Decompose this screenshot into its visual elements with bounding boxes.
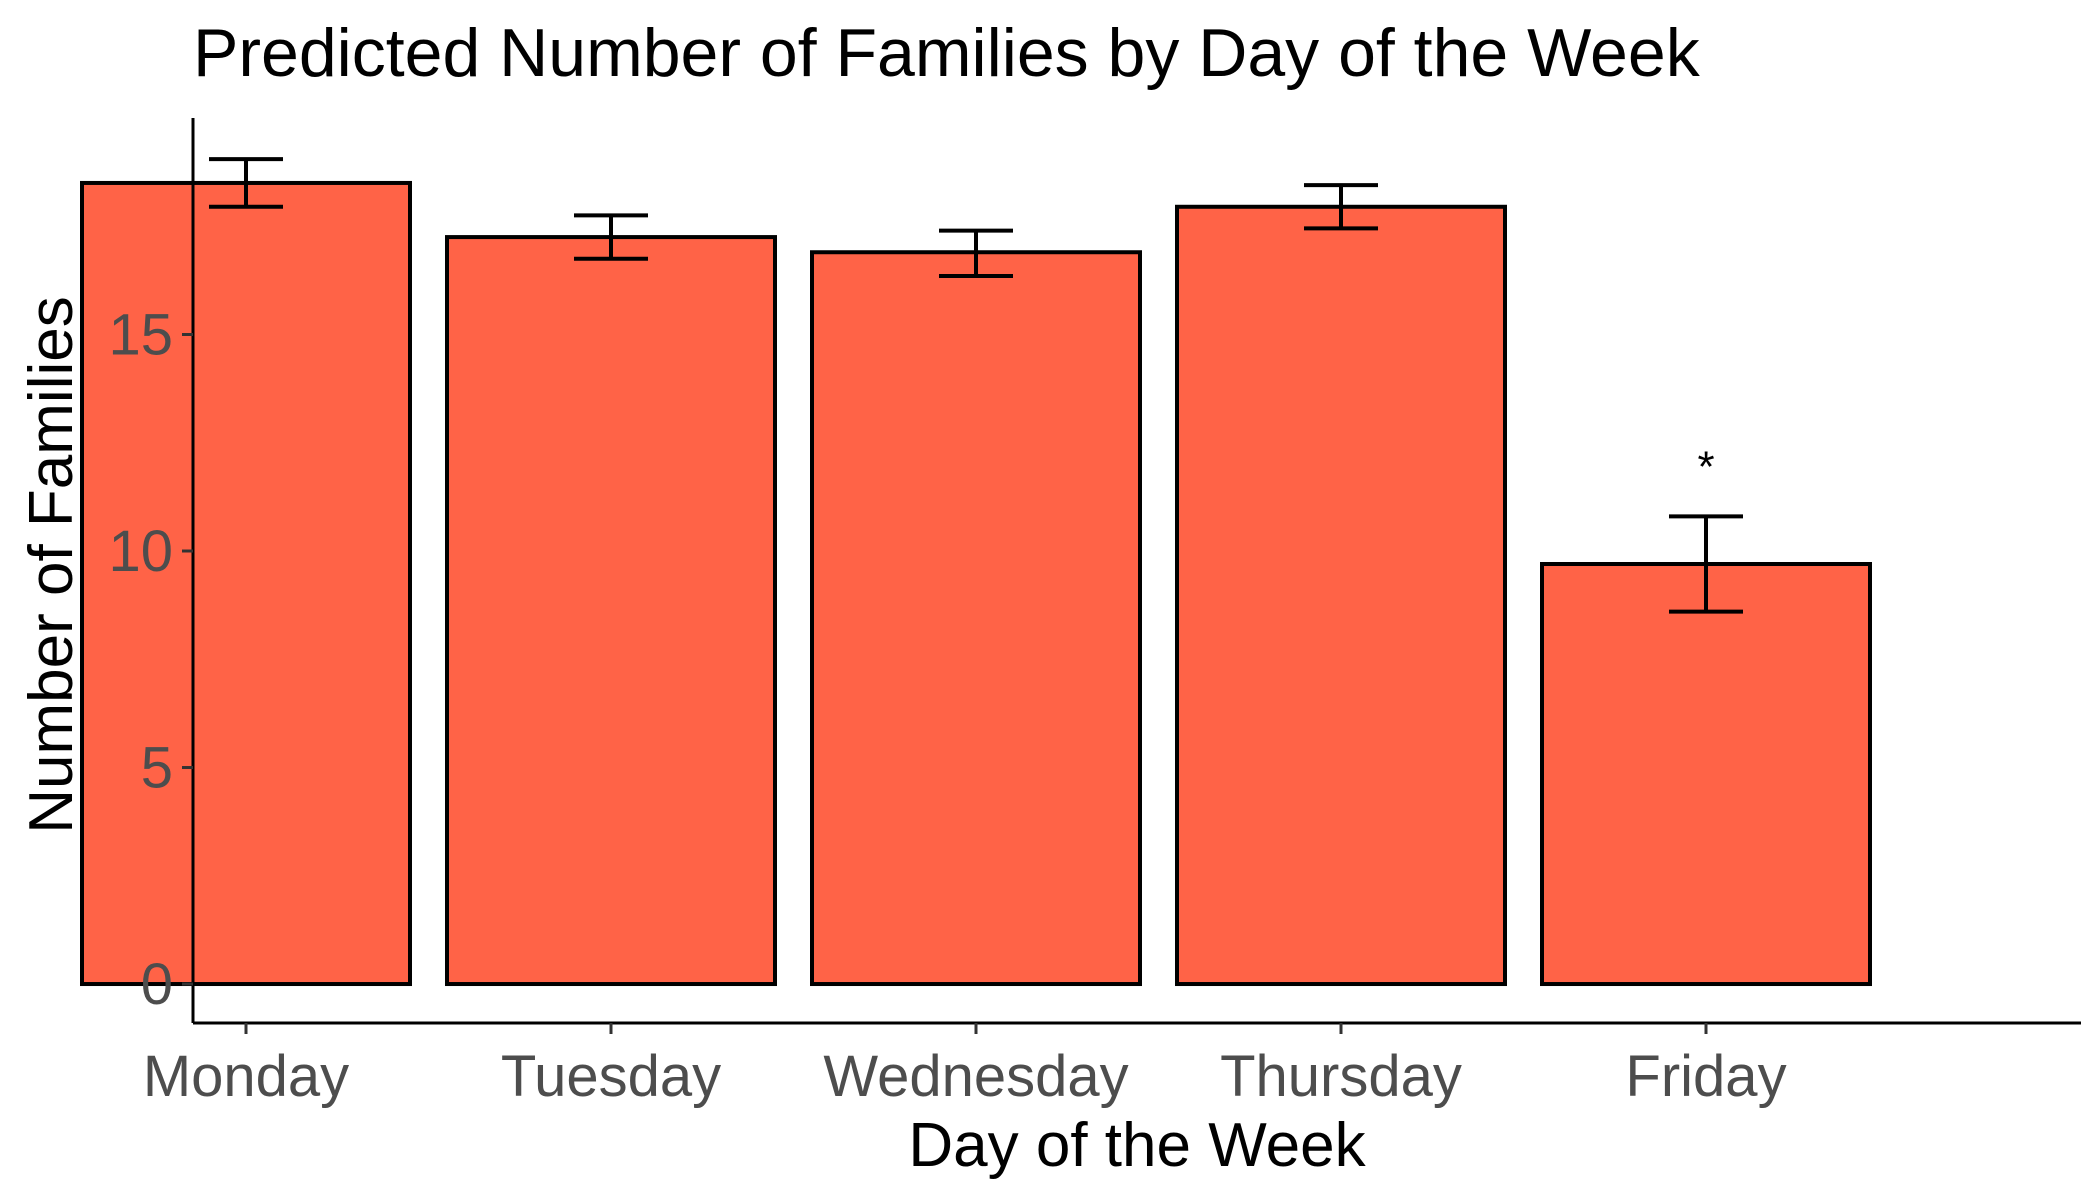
- y-tick-label: 10: [108, 519, 173, 584]
- x-tick-label: Tuesday: [501, 1044, 721, 1109]
- x-axis-title: Day of the Week: [908, 1111, 1366, 1180]
- y-tick-label: 15: [108, 303, 173, 368]
- annotations-group: *: [1697, 442, 1714, 491]
- y-tick-label: 5: [141, 736, 173, 801]
- bar-thursday: [1175, 204, 1507, 987]
- bars-group: [80, 180, 1872, 987]
- x-axis-ticks: Monday Tuesday Wednesday Thursday Friday: [143, 1023, 1787, 1109]
- x-tick-label: Wednesday: [823, 1044, 1128, 1109]
- x-tick-label: Thursday: [1220, 1044, 1462, 1109]
- y-tick-label: 0: [141, 952, 173, 1017]
- chart-title: Predicted Number of Families by Day of t…: [193, 15, 1701, 91]
- bar-wednesday: [810, 250, 1142, 987]
- bar-friday: [1540, 562, 1872, 987]
- y-axis-title: Number of Families: [17, 296, 86, 833]
- x-tick-label: Friday: [1625, 1044, 1786, 1109]
- significance-marker: *: [1697, 442, 1714, 491]
- x-tick-label: Monday: [143, 1044, 349, 1109]
- bar-monday: [80, 180, 412, 987]
- bar-tuesday: [445, 235, 777, 987]
- y-axis-ticks: 0 5 10 15: [108, 303, 193, 1017]
- error-bars-group: [209, 157, 1743, 614]
